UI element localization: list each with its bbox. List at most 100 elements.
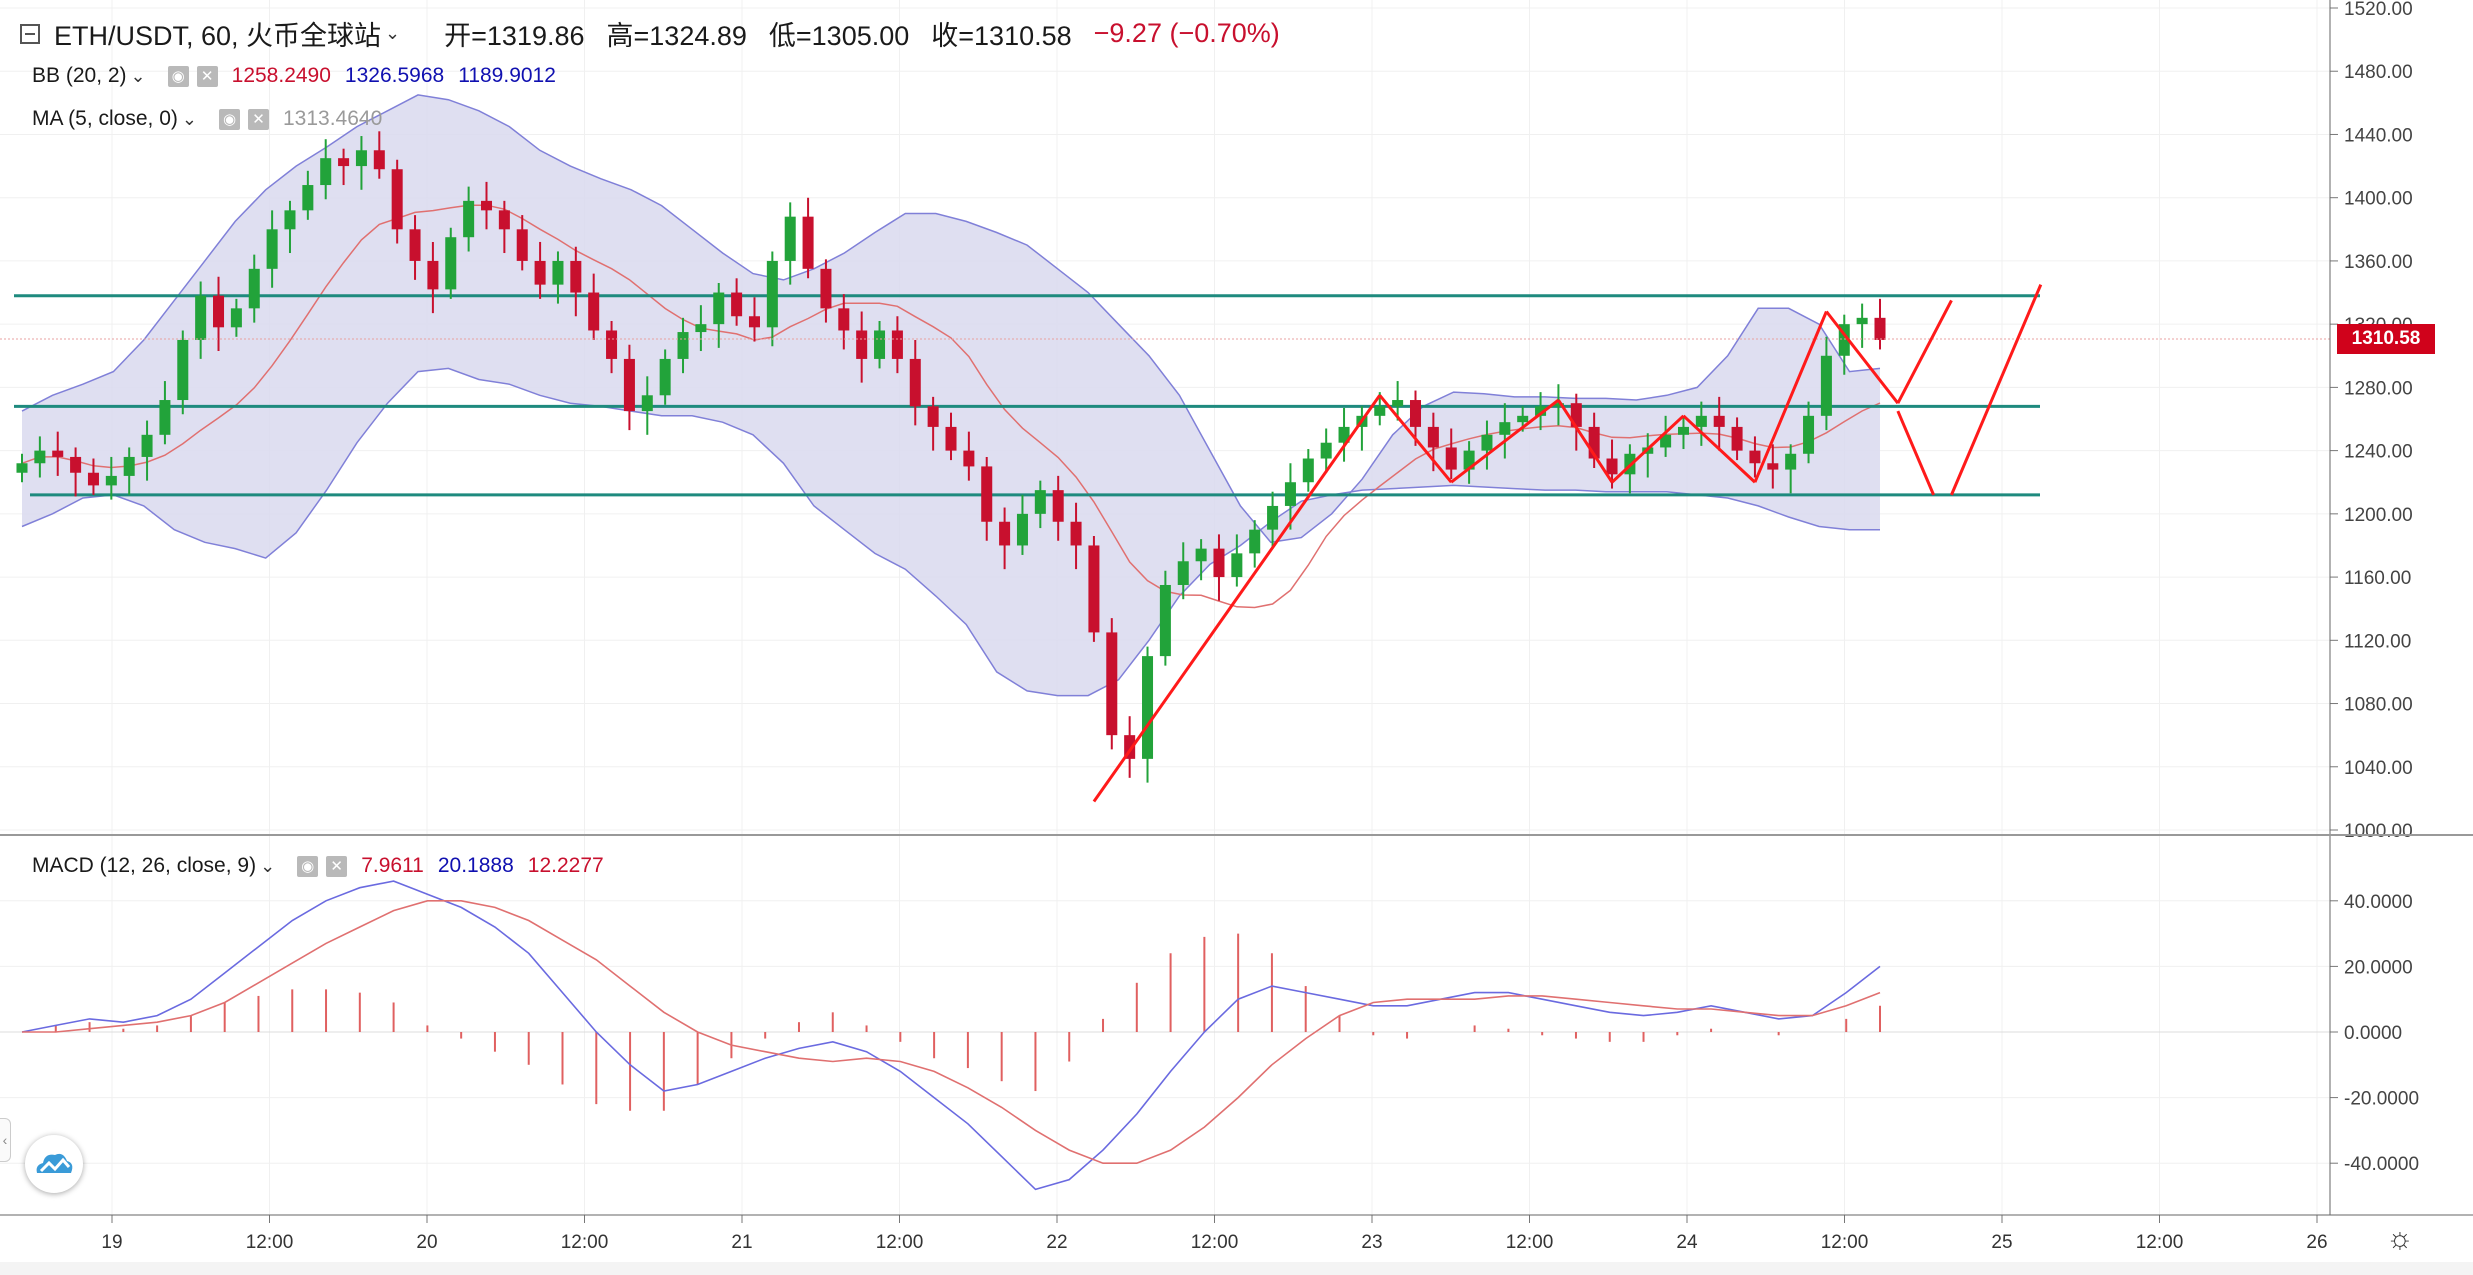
trend-line [1092, 394, 1381, 803]
candle-body [1731, 426, 1743, 451]
close-icon[interactable]: ✕ [326, 855, 348, 877]
eye-icon[interactable]: ◉ [297, 855, 319, 877]
candlesticks [16, 131, 1886, 783]
trend-line [1950, 284, 2043, 496]
candle-body [338, 158, 350, 167]
candle-body [1249, 529, 1261, 554]
time-tick-label: 23 [1361, 1232, 1382, 1253]
candle-body [16, 463, 28, 473]
candle-body [1874, 317, 1886, 340]
candle-body [445, 237, 457, 290]
logo-icon[interactable] [25, 1135, 83, 1193]
time-tick-label: 19 [101, 1232, 122, 1253]
symbol-label[interactable]: ETH/USDT, 60, 火币全球站 [54, 21, 382, 51]
price-tick-label: 1000.00 [2344, 821, 2413, 842]
candle-body [1856, 317, 1868, 325]
macd-tick-label: 20.0000 [2344, 957, 2413, 978]
close-icon[interactable]: ✕ [196, 65, 218, 87]
candle-body [427, 260, 439, 290]
macd-hist-value: 7.9611 [361, 854, 424, 877]
close-icon[interactable]: ✕ [247, 108, 269, 130]
price-tick-label: 1040.00 [2344, 758, 2413, 779]
bb-lower-value: 1189.9012 [458, 64, 556, 87]
candle-body [1677, 426, 1689, 435]
candle-body [606, 330, 618, 359]
candle-body [945, 426, 957, 451]
candle-body [302, 185, 314, 211]
candle-body [1302, 458, 1314, 483]
candle-body [1106, 632, 1118, 736]
candle-body [1588, 426, 1600, 459]
candle-body [87, 472, 99, 486]
candle-body [927, 406, 939, 427]
time-tick-label: 20 [416, 1232, 437, 1253]
trend-line [1557, 399, 1614, 484]
candle-body [1177, 561, 1189, 585]
candle-body [1195, 548, 1207, 562]
macd-tick-label: -20.0000 [2344, 1089, 2419, 1110]
macd-label[interactable]: MACD (12, 26, close, 9) [32, 854, 257, 877]
candle-body [1606, 458, 1618, 475]
candle-body [1231, 553, 1243, 578]
eye-icon[interactable]: ◉ [218, 108, 240, 130]
candle-body [159, 400, 171, 435]
last-price-tag: 1310.58 [2337, 324, 2435, 354]
trend-line [1896, 299, 1953, 404]
chevron-down-icon[interactable]: ⌄ [130, 65, 146, 86]
candle-body [677, 332, 689, 359]
candle-body [820, 268, 832, 309]
macd-signal-value: 12.2277 [527, 854, 604, 877]
candle-body [1088, 545, 1100, 633]
candle-body [1803, 415, 1815, 454]
chevron-down-icon[interactable]: ⌄ [181, 108, 197, 129]
time-tick-label: 12:00 [561, 1232, 609, 1253]
price-tick-label: 1160.00 [2344, 568, 2411, 589]
ma-label[interactable]: MA (5, close, 0) [32, 107, 178, 130]
candle-body [1713, 415, 1725, 427]
bb-lower-line [21, 367, 1880, 697]
moving-average-layer [21, 204, 1881, 609]
candle-body [1660, 434, 1672, 448]
candle-body [1016, 513, 1028, 546]
collapse-icon[interactable] [20, 23, 40, 44]
candle-body [266, 229, 278, 269]
gear-icon[interactable]: ☼ [2386, 1222, 2414, 1255]
candle-body [1517, 415, 1529, 423]
trend-line [1825, 310, 1900, 405]
candle-body [1445, 447, 1457, 470]
candle-body [373, 150, 385, 170]
candle-body [1142, 656, 1154, 759]
macd-panel [0, 880, 2330, 1191]
bollinger-bands [21, 94, 1881, 697]
candle-body [1427, 426, 1439, 448]
bb-label[interactable]: BB (20, 2) [32, 64, 127, 87]
bb-basis-value: 1258.2490 [231, 64, 331, 87]
trend-line [1896, 410, 1935, 496]
candle-body [1499, 422, 1511, 435]
candle-body [463, 200, 475, 238]
candle-body [284, 210, 296, 230]
candle-body [213, 295, 225, 328]
bottom-strip [0, 1262, 2473, 1275]
candle-body [623, 358, 635, 412]
candle-body [248, 268, 260, 309]
time-tick-label: 12:00 [2136, 1232, 2184, 1253]
candle-body [748, 316, 760, 328]
candle-body [659, 358, 671, 396]
eye-icon[interactable]: ◉ [167, 65, 189, 87]
chevron-down-icon[interactable]: ⌄ [385, 23, 401, 43]
candle-body [52, 450, 64, 457]
high-value: 高=1324.89 [606, 21, 747, 51]
left-arrow-icon[interactable]: ‹ [0, 1118, 11, 1162]
chevron-down-icon[interactable]: ⌄ [260, 855, 276, 876]
signal-line [22, 899, 1881, 1164]
time-tick-label: 22 [1046, 1232, 1067, 1253]
candle-body [1570, 403, 1582, 427]
candle-body [1392, 400, 1404, 407]
price-tick-label: 1480.00 [2344, 62, 2413, 83]
price-tick-label: 1440.00 [2344, 125, 2413, 146]
time-tick-label: 12:00 [876, 1232, 924, 1253]
price-tick-label: 1200.00 [2344, 505, 2413, 526]
candle-body [874, 330, 886, 359]
